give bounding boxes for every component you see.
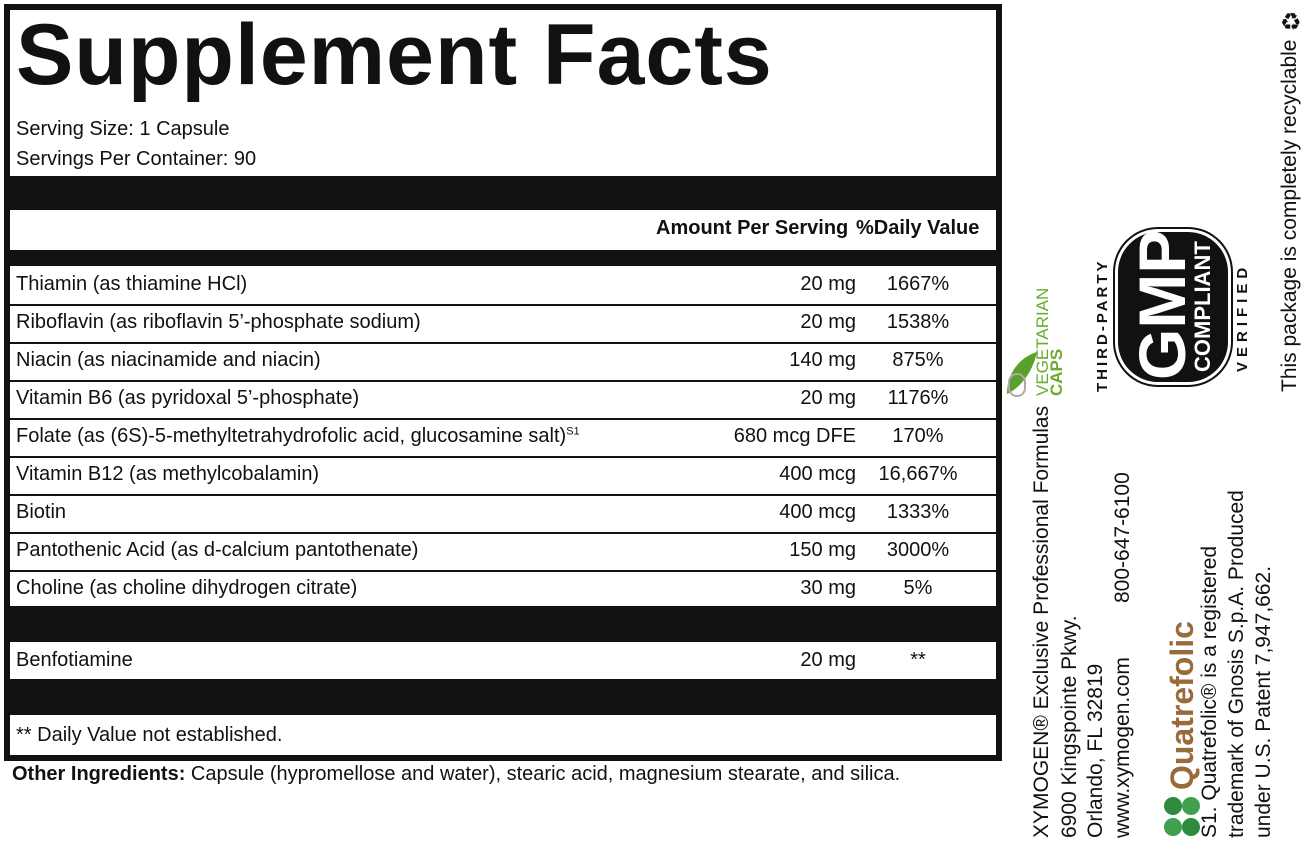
s1-line-1: S1. Quatrefolic® is a registered (1198, 545, 1221, 838)
company-line-1: XYMOGEN® Exclusive Professional Formulas (1030, 405, 1053, 838)
other-label: Other Ingredients: (12, 763, 186, 785)
nutrient-dv: 3000% (886, 539, 950, 561)
table-row: Benfotiamine 20 mg ** (10, 642, 996, 680)
table-row: Pantothenic Acid (as d-calcium pantothen… (10, 532, 996, 572)
table-row: Folate (as (6S)-5-methyltetrahydrofolic … (10, 418, 996, 458)
amount-header: Amount Per Serving (656, 217, 849, 239)
table-row: Thiamin (as thiamine HCl) 20 mg 1667% (10, 266, 996, 306)
leaf-icon (1007, 352, 1037, 397)
nutrient-dv: 170% (892, 425, 944, 447)
nutrient-amount: 20 mg (800, 387, 856, 409)
divider-bar (10, 679, 996, 715)
nutrient-amount: 20 mg (800, 649, 856, 671)
s1-line-2: trademark of Gnosis S.p.A. Produced (1225, 490, 1248, 838)
dv-header: %Daily Value (856, 217, 980, 239)
nutrient-amount: 20 mg (800, 311, 856, 333)
gmp-top-text: THIRD-PARTY (1094, 258, 1111, 392)
nutrient-dv: 1333% (886, 501, 950, 523)
veg-line-2: CAPS (1047, 348, 1066, 396)
nutrient-name: Folate (as (6S)-5-methyltetrahydrofolic … (16, 425, 580, 447)
recycle-icon: ♻ (1280, 9, 1302, 36)
divider-bar (10, 606, 996, 642)
gmp-compliant: COMPLIANT (1190, 241, 1215, 372)
nutrient-name: Choline (as choline dihydrogen citrate) (16, 577, 358, 599)
footnote: ** Daily Value not established. (16, 724, 283, 746)
footnote-marker: S1 (566, 425, 580, 438)
nutrient-amount: 680 mcg DFE (733, 425, 856, 447)
clover-icon (1164, 797, 1200, 836)
nutrient-name: Thiamin (as thiamine HCl) (16, 273, 248, 295)
company-phone: 800-647-6100 (1111, 472, 1134, 603)
nutrient-dv: 1667% (886, 273, 950, 295)
nutrient-dv: 16,667% (878, 463, 958, 485)
nutrient-dv: 875% (892, 349, 944, 371)
table-row: Vitamin B12 (as methylcobalamin) 400 mcg… (10, 456, 996, 496)
other-text: Capsule (hypromellose and water), steari… (185, 763, 901, 785)
nutrient-amount: 400 mcg (779, 501, 856, 523)
divider-bar (10, 250, 996, 266)
table-row: Biotin 400 mcg 1333% (10, 494, 996, 534)
nutrient-dv: 5% (903, 577, 933, 599)
nutrient-dv: ** (910, 649, 926, 671)
gmp-text: GMP (1125, 229, 1199, 380)
nutrient-amount: 140 mg (789, 349, 856, 371)
nutrient-name: Niacin (as niacinamide and niacin) (16, 349, 321, 371)
nutrient-name: Benfotiamine (16, 649, 133, 671)
table-row: Choline (as choline dihydrogen citrate) … (10, 570, 996, 610)
table-row: Riboflavin (as riboflavin 5’-phosphate s… (10, 304, 996, 344)
company-line-2: 6900 Kingspointe Pkwy. (1058, 615, 1081, 838)
table-row: Vitamin B6 (as pyridoxal 5’-phosphate) 2… (10, 380, 996, 420)
nutrient-name: Pantothenic Acid (as d-calcium pantothen… (16, 539, 419, 561)
nutrient-amount: 400 mcg (779, 463, 856, 485)
nutrient-name: Biotin (16, 501, 67, 523)
gmp-bottom-text: VERIFIED (1234, 262, 1251, 372)
nutrient-dv: 1538% (886, 311, 950, 333)
supplement-facts-panel: Supplement Facts Serving Size: 1 Capsule… (4, 4, 1002, 761)
quatrefolic-wordmark: Quatrefolic (1164, 621, 1200, 790)
nutrient-amount: 20 mg (800, 273, 856, 295)
panel-title: Supplement Facts (16, 7, 773, 103)
nutrient-name: Vitamin B6 (as pyridoxal 5’-phosphate) (16, 387, 360, 409)
company-line-4: www.xymogen.com (1111, 657, 1134, 838)
other-ingredients: Other Ingredients: Capsule (hypromellose… (12, 763, 900, 786)
s1-line-3: under U.S. Patent 7,947,662. (1252, 565, 1275, 838)
serving-size: Serving Size: 1 Capsule (16, 118, 230, 140)
divider-bar (10, 176, 996, 210)
recyclable-note: This package is completely recyclable (1278, 39, 1301, 393)
nutrient-dv: 1176% (887, 387, 949, 409)
company-line-3: Orlando, FL 32819 (1084, 663, 1107, 838)
nutrient-name: Riboflavin (as riboflavin 5’-phosphate s… (16, 311, 421, 333)
nutrient-name: Vitamin B12 (as methylcobalamin) (16, 463, 320, 485)
nutrient-amount: 150 mg (789, 539, 856, 561)
nutrient-amount: 30 mg (800, 577, 856, 599)
servings-per-container: Servings Per Container: 90 (16, 148, 257, 170)
table-row: Niacin (as niacinamide and niacin) 140 m… (10, 342, 996, 382)
